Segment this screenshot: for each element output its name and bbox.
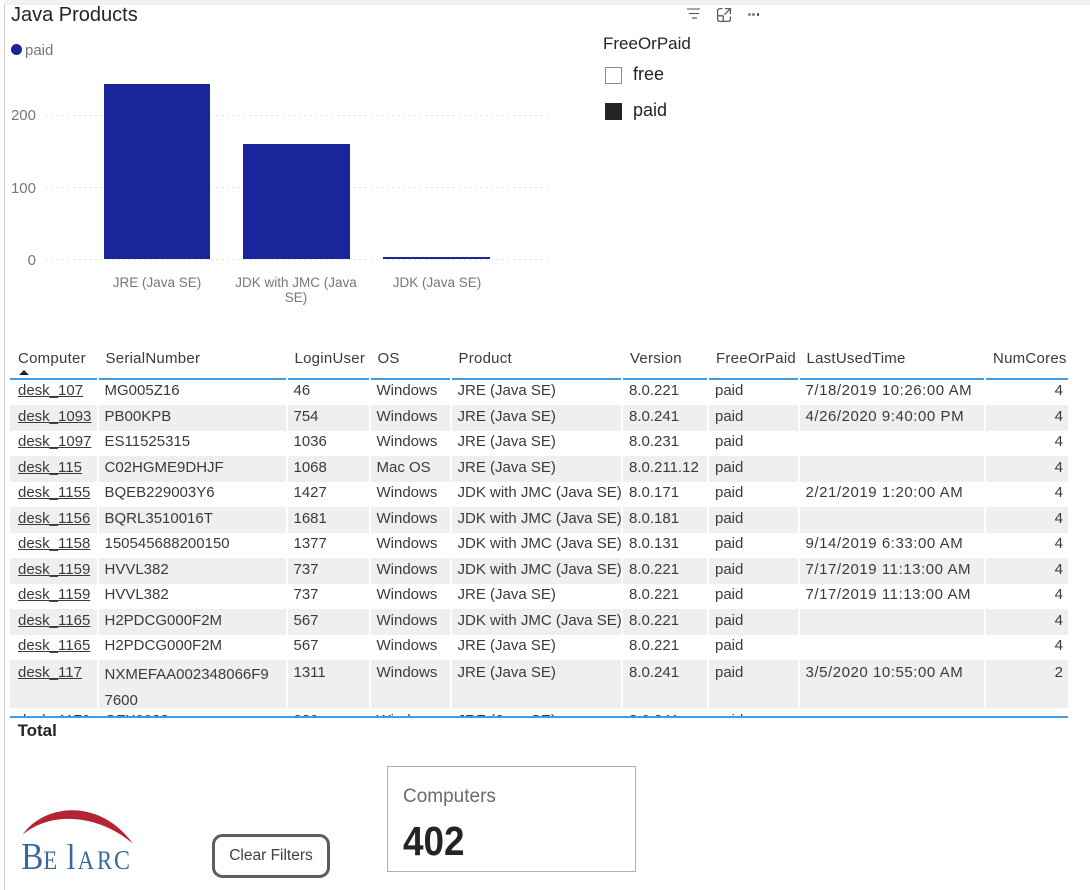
svg-text:R: R [97,847,113,876]
svg-text:l: l [67,838,76,877]
svg-text:A: A [78,847,95,876]
svg-text:E: E [43,847,57,876]
svg-text:B: B [21,835,43,878]
svg-text:C: C [114,844,130,875]
